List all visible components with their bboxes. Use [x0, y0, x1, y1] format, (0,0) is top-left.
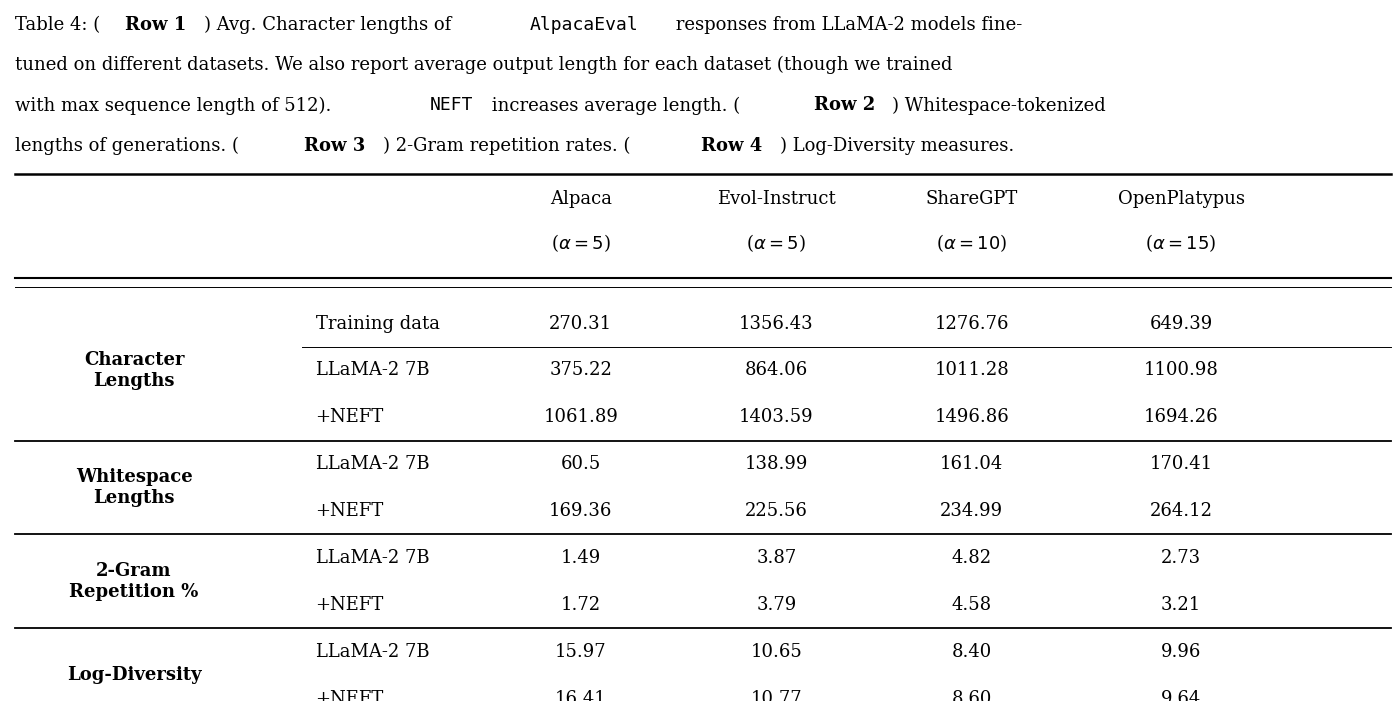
Text: ($\alpha = 10$): ($\alpha = 10$): [936, 233, 1007, 254]
Text: Row 4: Row 4: [701, 137, 762, 155]
Text: OpenPlatypus: OpenPlatypus: [1118, 190, 1245, 208]
Text: 16.41: 16.41: [555, 690, 607, 701]
Text: 170.41: 170.41: [1150, 455, 1213, 473]
Text: 225.56: 225.56: [744, 502, 807, 520]
Text: 60.5: 60.5: [561, 455, 602, 473]
Text: +NEFT: +NEFT: [316, 502, 383, 520]
Text: lengths of generations. (: lengths of generations. (: [15, 137, 239, 155]
Text: ($\alpha = 15$): ($\alpha = 15$): [1146, 233, 1217, 254]
Text: with max sequence length of 512).: with max sequence length of 512).: [15, 97, 337, 115]
Text: 9.96: 9.96: [1161, 643, 1202, 660]
Text: Row 3: Row 3: [304, 137, 365, 155]
Text: 10.77: 10.77: [750, 690, 802, 701]
Text: ) Avg. Character lengths of: ) Avg. Character lengths of: [204, 15, 457, 34]
Text: +NEFT: +NEFT: [316, 408, 383, 426]
Text: 4.58: 4.58: [951, 596, 992, 614]
Text: Character
Lengths: Character Lengths: [84, 351, 185, 390]
Text: ) Whitespace-tokenized: ) Whitespace-tokenized: [893, 97, 1107, 115]
Text: 3.87: 3.87: [757, 549, 796, 567]
Text: 1496.86: 1496.86: [935, 408, 1009, 426]
Text: 270.31: 270.31: [550, 315, 613, 332]
Text: 1061.89: 1061.89: [543, 408, 618, 426]
Text: 169.36: 169.36: [550, 502, 613, 520]
Text: 2.73: 2.73: [1161, 549, 1202, 567]
Text: ($\alpha = 5$): ($\alpha = 5$): [746, 233, 806, 254]
Text: 864.06: 864.06: [744, 362, 807, 379]
Text: 8.60: 8.60: [951, 690, 992, 701]
Text: +NEFT: +NEFT: [316, 690, 383, 701]
Text: 649.39: 649.39: [1150, 315, 1213, 332]
Text: 1011.28: 1011.28: [935, 362, 1009, 379]
Text: 1.49: 1.49: [561, 549, 602, 567]
Text: AlpacaEval: AlpacaEval: [530, 15, 638, 34]
Text: 1100.98: 1100.98: [1144, 362, 1219, 379]
Text: Log-Diversity: Log-Diversity: [67, 666, 201, 684]
Text: 375.22: 375.22: [550, 362, 613, 379]
Text: 1276.76: 1276.76: [935, 315, 1009, 332]
Text: Row 2: Row 2: [814, 97, 874, 114]
Text: Table 4: (: Table 4: (: [15, 15, 101, 34]
Text: Whitespace
Lengths: Whitespace Lengths: [76, 468, 193, 507]
Text: Alpaca: Alpaca: [550, 190, 611, 208]
Text: LLaMA-2 7B: LLaMA-2 7B: [316, 362, 429, 379]
Text: 4.82: 4.82: [951, 549, 992, 567]
Text: +NEFT: +NEFT: [316, 596, 383, 614]
Text: 15.97: 15.97: [555, 643, 607, 660]
Text: increases average length. (: increases average length. (: [487, 97, 740, 115]
Text: ) Log-Diversity measures.: ) Log-Diversity measures.: [781, 137, 1014, 155]
Text: 1403.59: 1403.59: [739, 408, 814, 426]
Text: Row 1: Row 1: [125, 15, 186, 34]
Text: LLaMA-2 7B: LLaMA-2 7B: [316, 549, 429, 567]
Text: 264.12: 264.12: [1150, 502, 1213, 520]
Text: 9.64: 9.64: [1161, 690, 1202, 701]
Text: LLaMA-2 7B: LLaMA-2 7B: [316, 455, 429, 473]
Text: tuned on different datasets. We also report average output length for each datas: tuned on different datasets. We also rep…: [15, 56, 953, 74]
Text: ShareGPT: ShareGPT: [926, 190, 1018, 208]
Text: 1694.26: 1694.26: [1144, 408, 1219, 426]
Text: 161.04: 161.04: [940, 455, 1003, 473]
Text: 2-Gram
Repetition %: 2-Gram Repetition %: [70, 562, 199, 601]
Text: Training data: Training data: [316, 315, 439, 332]
Text: responses from LLaMA-2 models fine-: responses from LLaMA-2 models fine-: [670, 15, 1023, 34]
Text: 138.99: 138.99: [744, 455, 809, 473]
Text: NEFT: NEFT: [429, 97, 474, 114]
Text: 10.65: 10.65: [750, 643, 802, 660]
Text: 1356.43: 1356.43: [739, 315, 814, 332]
Text: 234.99: 234.99: [940, 502, 1003, 520]
Text: ($\alpha = 5$): ($\alpha = 5$): [551, 233, 611, 254]
Text: 3.79: 3.79: [757, 596, 796, 614]
Text: LLaMA-2 7B: LLaMA-2 7B: [316, 643, 429, 660]
Text: 1.72: 1.72: [561, 596, 602, 614]
Text: ) 2-Gram repetition rates. (: ) 2-Gram repetition rates. (: [383, 137, 630, 155]
Text: 8.40: 8.40: [951, 643, 992, 660]
Text: Evol-Instruct: Evol-Instruct: [716, 190, 835, 208]
Text: 3.21: 3.21: [1161, 596, 1202, 614]
